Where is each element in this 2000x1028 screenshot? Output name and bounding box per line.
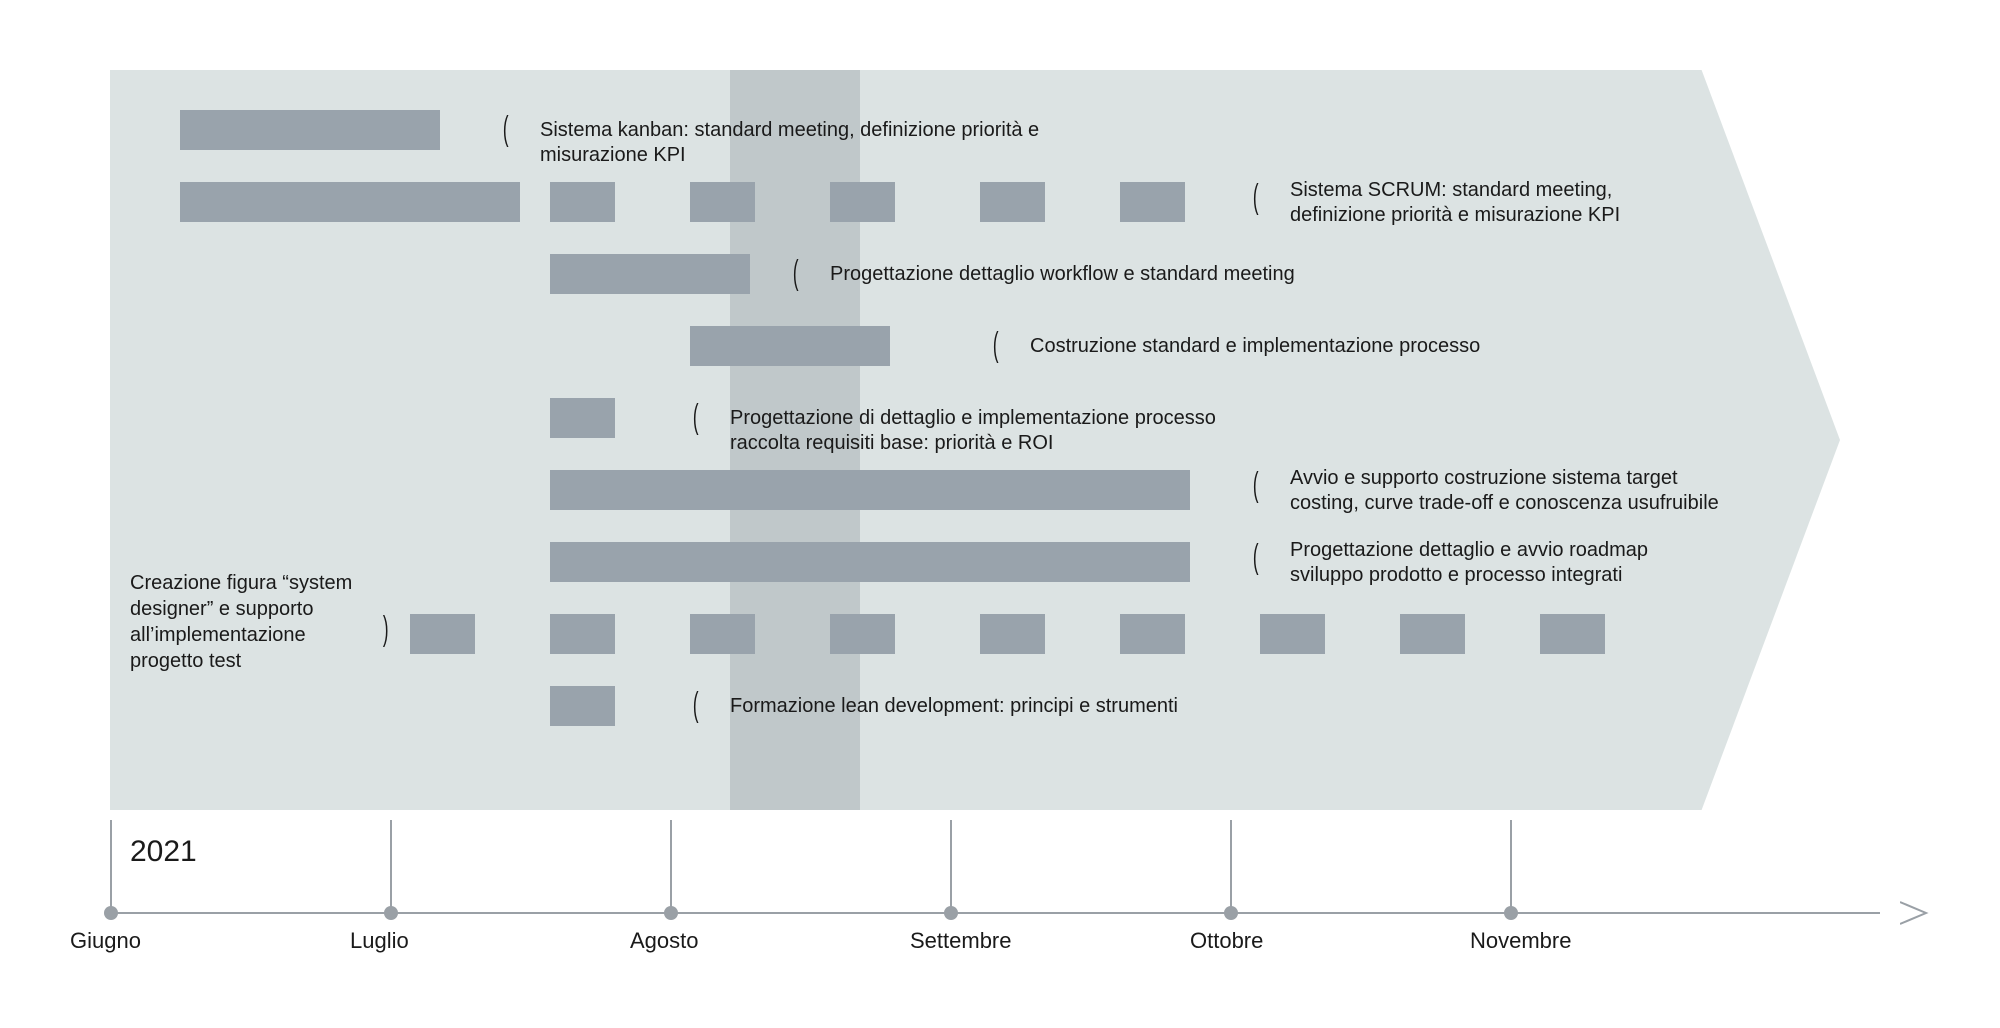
task-label: Formazione lean development: principi e … xyxy=(730,694,1178,719)
axis-tick xyxy=(390,820,392,910)
task-label: Costruzione standard e implementazione p… xyxy=(1030,334,1480,359)
gantt-bar xyxy=(690,326,890,366)
timeline-axis: GiugnoLuglioAgostoSettembreOttobreNovemb… xyxy=(110,900,1910,980)
gantt-bar xyxy=(1260,614,1325,654)
axis-tick xyxy=(670,820,672,910)
axis-tick-dot xyxy=(1504,906,1518,920)
axis-tick-dot xyxy=(944,906,958,920)
axis-tick-label: Luglio xyxy=(350,928,409,954)
axis-tick-label: Novembre xyxy=(1470,928,1571,954)
bracket-icon: ( xyxy=(993,326,999,365)
task-label: Sistema SCRUM: standard meeting,definizi… xyxy=(1290,178,1620,228)
axis-tick-dot xyxy=(664,906,678,920)
axis-tick xyxy=(950,820,952,910)
gantt-bar xyxy=(830,614,895,654)
gantt-bar xyxy=(830,182,895,222)
gantt-bar xyxy=(690,182,755,222)
gantt-bar xyxy=(180,182,520,222)
gantt-left-label: Creazione figura “systemdesigner” e supp… xyxy=(130,570,370,674)
gantt-bar xyxy=(550,182,615,222)
gantt-bar xyxy=(550,254,750,294)
axis-tick-dot xyxy=(384,906,398,920)
bracket-icon: ( xyxy=(693,398,699,437)
bracket-icon: ( xyxy=(1253,466,1259,505)
bracket-icon: ( xyxy=(503,110,509,149)
task-label: Progettazione di dettaglio e implementaz… xyxy=(730,406,1290,456)
bracket-icon: ( xyxy=(1253,538,1259,577)
axis-tick-label: Giugno xyxy=(70,928,141,954)
bracket-icon: ) xyxy=(383,610,389,649)
bracket-icon: ( xyxy=(693,686,699,725)
gantt-bar xyxy=(550,614,615,654)
bracket-icon: ( xyxy=(1253,178,1259,217)
gantt-bar xyxy=(410,614,475,654)
gantt-bar xyxy=(550,398,615,438)
gantt-bar xyxy=(1120,182,1185,222)
task-label: Sistema kanban: standard meeting, defini… xyxy=(540,118,1100,168)
task-label: Progettazione dettaglio workflow e stand… xyxy=(830,262,1295,287)
axis-tick xyxy=(1230,820,1232,910)
gantt-bar xyxy=(980,614,1045,654)
axis-tick xyxy=(110,820,112,910)
task-label: Avvio e supporto costruzione sistema tar… xyxy=(1290,466,1719,516)
gantt-bar xyxy=(550,542,1190,582)
gantt-bar xyxy=(1400,614,1465,654)
gantt-bar xyxy=(1120,614,1185,654)
gantt-bar xyxy=(980,182,1045,222)
axis-tick-dot xyxy=(1224,906,1238,920)
axis-tick-label: Agosto xyxy=(630,928,699,954)
axis-tick-dot xyxy=(104,906,118,920)
gantt-bar xyxy=(1540,614,1605,654)
axis-tick-label: Ottobre xyxy=(1190,928,1263,954)
bracket-icon: ( xyxy=(793,254,799,293)
gantt-bar xyxy=(550,470,1190,510)
gantt-bar xyxy=(550,686,615,726)
gantt-bar xyxy=(690,614,755,654)
axis-tick-label: Settembre xyxy=(910,928,1012,954)
year-label: 2021 xyxy=(130,835,197,869)
gantt-chart: ( Sistema kanban: standard meeting, defin… xyxy=(110,70,1930,810)
axis-tick xyxy=(1510,820,1512,910)
task-label: Progettazione dettaglio e avvio roadmaps… xyxy=(1290,538,1648,588)
axis-line xyxy=(110,912,1880,914)
gantt-bar xyxy=(180,110,440,150)
